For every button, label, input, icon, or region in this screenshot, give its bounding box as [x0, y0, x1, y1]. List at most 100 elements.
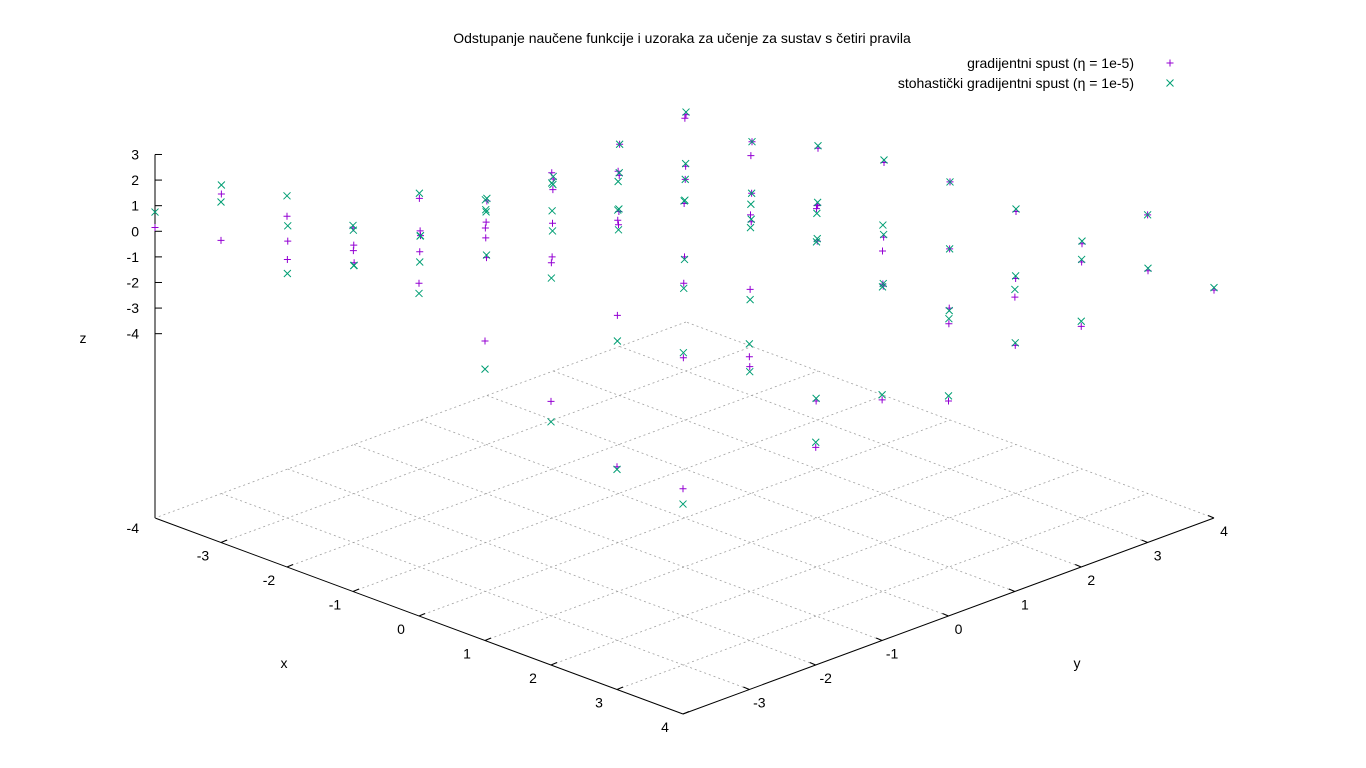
y-tick-mark: [942, 613, 949, 617]
data-point-series1: [746, 363, 754, 371]
data-point-series2: [283, 221, 292, 230]
x-tick-label: 3: [595, 695, 603, 711]
data-point-series2: [879, 230, 888, 239]
data-point-series2: [1077, 317, 1086, 326]
data-point-series1: [812, 443, 820, 451]
data-point-series1: [945, 397, 952, 405]
grid-line-x: [352, 395, 885, 592]
data-point-series1: [548, 253, 556, 261]
data-point-series2: [1143, 210, 1152, 219]
data-point-series2: [614, 177, 622, 186]
floor-grid: [220, 346, 1149, 690]
data-point-series2: [1011, 338, 1020, 347]
data-point-series2: [747, 215, 756, 224]
data-point-series1: [746, 285, 754, 293]
floor-back-edge-right: [685, 321, 1215, 519]
tick-labels: 3 2 1 0 -1 -2 -3 -4 -4 -3 -2 -1 0 1 2 3 4 -3 -2 -1 0 1 2 3 4: [127, 146, 1229, 735]
data-point-series1: [747, 152, 755, 160]
x-tick-mark: [220, 539, 228, 543]
data-point-series2: [679, 348, 688, 357]
y-tick-mark: [1075, 564, 1082, 568]
x-tick-mark: [484, 637, 492, 641]
data-point-series2: [614, 225, 623, 234]
data-point-series2: [615, 205, 623, 213]
y-tick-mark: [875, 637, 883, 641]
data-point-series1: [482, 218, 490, 226]
data-point-series1: [878, 396, 886, 404]
y-tick-label: 0: [955, 621, 963, 637]
data-point-series2: [1011, 285, 1019, 294]
data-point-series2: [1012, 205, 1020, 213]
grid-line-x: [484, 444, 1017, 641]
data-point-series2: [746, 295, 754, 304]
data-point-series1: [679, 485, 687, 493]
x-axis-label: x: [281, 655, 288, 671]
data-point-series2: [1078, 237, 1086, 246]
data-point-series1: [481, 337, 489, 345]
grid-line-y: [353, 444, 883, 641]
grid-line-y: [420, 419, 949, 617]
z-tick-label: -1: [127, 249, 140, 265]
y-tick-label: 3: [1154, 548, 1162, 564]
data-point-series1: [745, 353, 753, 361]
grid-line-y: [553, 370, 1082, 568]
data-point-series2: [946, 178, 954, 186]
y-axis-label: y: [1074, 655, 1081, 671]
data-point-series1: [549, 186, 557, 194]
data-point-series2: [151, 208, 159, 216]
data-point-series2: [482, 251, 491, 259]
data-point-series2: [350, 261, 358, 270]
data-point-series1: [283, 255, 291, 263]
data-point-series1: [151, 223, 159, 231]
data-point-series2: [483, 194, 491, 203]
data-point-series2: [349, 226, 358, 235]
data-point-series1: [415, 194, 423, 202]
y-tick-mark: [743, 686, 750, 690]
z-tick-label: 1: [131, 198, 139, 214]
grid-line-x: [220, 346, 753, 543]
y-tick-mark: [1008, 588, 1016, 592]
data-point-series2: [745, 367, 754, 376]
data-point-series2: [613, 337, 622, 345]
data-point-series1: [283, 212, 291, 220]
data-point-series2: [681, 159, 690, 168]
data-point-series2: [615, 168, 624, 177]
z-tick-label: -2: [127, 274, 140, 290]
data-point-series1: [416, 248, 424, 256]
data-point-series2: [747, 189, 756, 198]
x-tick-label: 2: [529, 670, 537, 686]
legend-marker-series1: [1166, 59, 1174, 67]
data-point-series2: [747, 200, 755, 209]
data-point-series2: [615, 140, 624, 149]
data-point-series2: [680, 255, 689, 264]
z-tick-label: 2: [131, 172, 139, 188]
y-tick-label: -3: [753, 695, 766, 711]
data-point-series1: [747, 211, 754, 219]
x-tick-label: -3: [197, 548, 210, 564]
data-point-series1: [547, 397, 555, 405]
data-point-series2: [746, 223, 755, 232]
data-point-series1: [681, 114, 689, 122]
data-point-series2: [812, 394, 820, 403]
data-point-series1: [350, 241, 358, 249]
data-point-series2: [613, 465, 621, 474]
data-point-series2: [217, 198, 225, 206]
x-tick-mark: [352, 588, 360, 592]
y-tick-label: 1: [1021, 597, 1029, 613]
grid-line-x: [616, 493, 1149, 690]
data-point-series1: [482, 234, 490, 242]
legend-label-series2: stohastički gradijentni spust (η = 1e-5): [898, 75, 1134, 91]
y-tick-label: 2: [1087, 572, 1095, 588]
legend-marker-series2: [1166, 79, 1174, 87]
y-tick-label: 4: [1220, 523, 1228, 539]
data-point-series2: [415, 289, 423, 298]
data-point-series2: [1210, 283, 1218, 292]
data-point-series2: [283, 191, 291, 200]
data-point-series1: [1011, 293, 1019, 301]
data-point-series2: [415, 258, 424, 266]
data-point-series2: [1011, 272, 1020, 280]
x-tick-label: 4: [661, 719, 669, 735]
data-point-series2: [481, 365, 489, 373]
data-point-series2: [879, 221, 887, 229]
